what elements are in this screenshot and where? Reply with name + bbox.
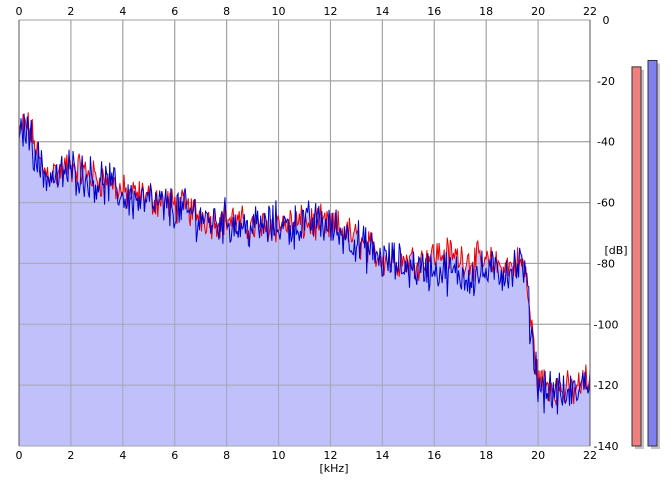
series-line-right — [18, 113, 591, 415]
x-tick-label-top: 20 — [531, 5, 545, 18]
x-tick-label-bottom: 10 — [272, 449, 286, 462]
x-tick-label-top: 2 — [67, 5, 74, 18]
x-tick-label-top: 16 — [427, 5, 441, 18]
x-tick-label-bottom: 20 — [531, 449, 545, 462]
x-tick-label-top: 10 — [272, 5, 286, 18]
y-tick-label: -20 — [597, 75, 615, 88]
y-tick-label: -40 — [597, 136, 615, 149]
x-tick-label-bottom: 2 — [67, 449, 74, 462]
plot-frame — [18, 20, 591, 446]
y-tick-label: -140 — [594, 440, 619, 453]
x-tick-label-top: 4 — [119, 5, 126, 18]
x-tick-label-bottom: 4 — [119, 449, 126, 462]
y-tick-label: -60 — [597, 197, 615, 210]
x-tick-label-top: 12 — [323, 5, 337, 18]
x-tick-label-bottom: 18 — [479, 449, 493, 462]
y-tick-label: -120 — [594, 379, 619, 392]
x-tick-label-bottom: 6 — [171, 449, 178, 462]
x-tick-label-bottom: 8 — [223, 449, 230, 462]
y-tick-label: 0 — [603, 14, 610, 27]
x-tick-label-bottom: 12 — [323, 449, 337, 462]
x-tick-label-top: 8 — [223, 5, 230, 18]
x-ticks-top: 0 2 4 6 8 10 12 14 16 18 20 22 — [16, 5, 598, 18]
y-axis-label: [dB] — [604, 244, 627, 257]
x-tick-label-bottom: 0 — [16, 449, 23, 462]
level-meter-left — [631, 66, 642, 447]
x-tick-label-bottom: 16 — [427, 449, 441, 462]
x-tick-label-bottom: 22 — [583, 449, 597, 462]
x-tick-label-top: 14 — [375, 5, 389, 18]
y-tick-label: -80 — [597, 257, 615, 270]
y-tick-label: -100 — [594, 318, 619, 331]
level-meters — [631, 59, 660, 450]
x-tick-label-top: 0 — [16, 5, 23, 18]
x-tick-label-top: 22 — [583, 5, 597, 18]
x-tick-label-bottom: 14 — [375, 449, 389, 462]
x-tick-label-top: 18 — [479, 5, 493, 18]
y-ticks-right: 0 -20 -40 -60 -80 -100 -120 -140 — [594, 14, 619, 453]
x-axis-label: [kHz] — [320, 462, 349, 475]
level-meter-right — [647, 59, 658, 447]
x-ticks-bottom: 0 2 4 6 8 10 12 14 16 18 20 22 — [16, 449, 598, 462]
spectrum-lines — [18, 112, 591, 415]
x-tick-label-top: 6 — [171, 5, 178, 18]
